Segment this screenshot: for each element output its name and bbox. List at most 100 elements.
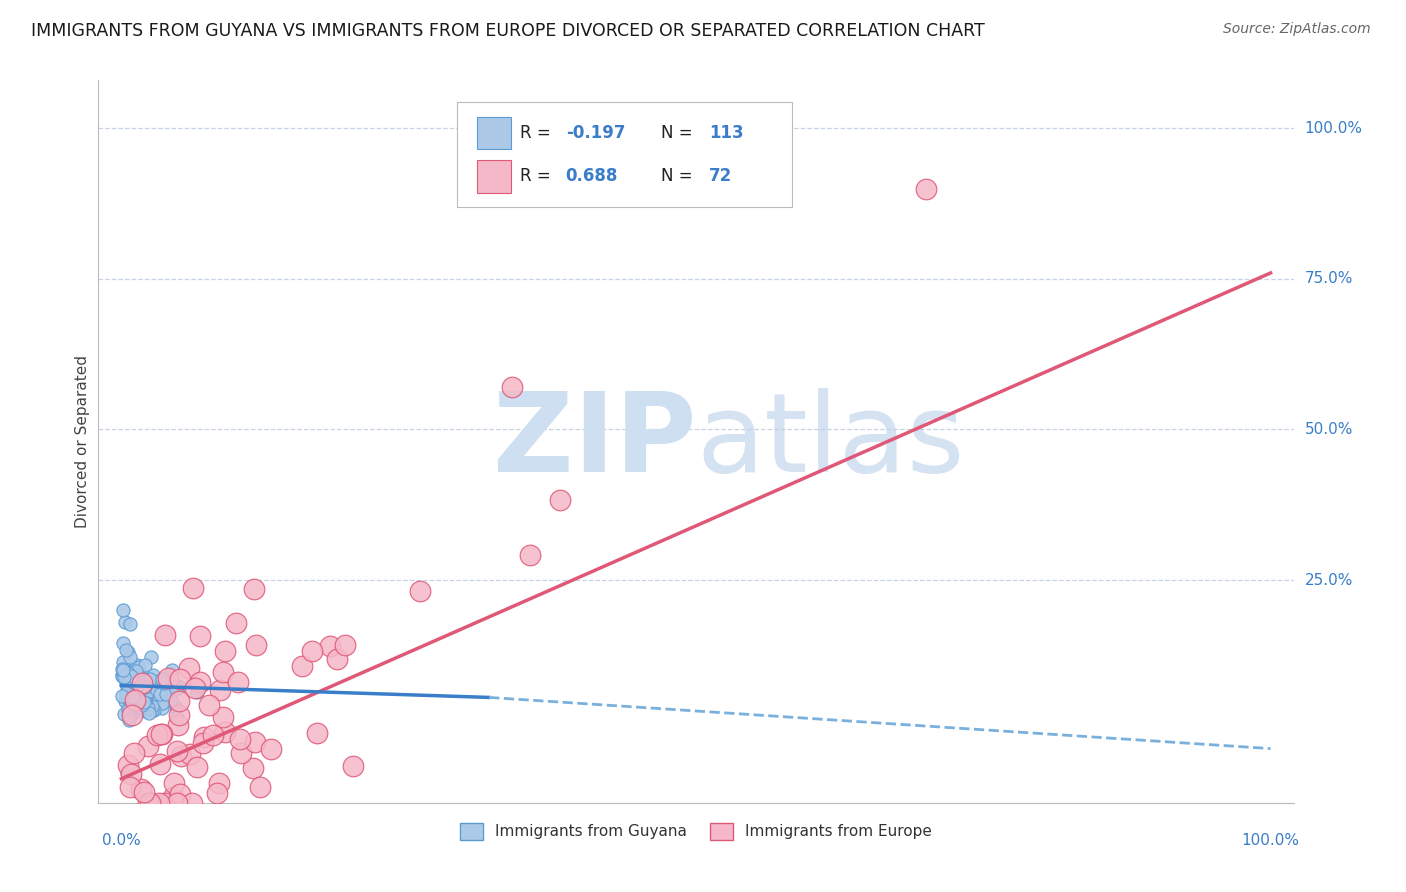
Point bbox=[125, 681, 148, 695]
Point bbox=[150, 700, 173, 714]
Text: 0.688: 0.688 bbox=[565, 168, 619, 186]
Point bbox=[149, 757, 172, 772]
Point bbox=[201, 728, 224, 742]
FancyBboxPatch shape bbox=[477, 161, 510, 193]
Point bbox=[120, 780, 142, 795]
Text: 50.0%: 50.0% bbox=[1305, 422, 1353, 437]
Text: -0.197: -0.197 bbox=[565, 124, 626, 142]
Point bbox=[131, 676, 153, 690]
Point bbox=[117, 645, 139, 659]
Point bbox=[114, 693, 136, 707]
Point bbox=[149, 687, 172, 701]
Point bbox=[120, 767, 142, 781]
Point bbox=[118, 616, 141, 631]
Point bbox=[914, 182, 936, 196]
Point bbox=[112, 635, 135, 649]
Point bbox=[141, 698, 163, 713]
Point bbox=[134, 680, 156, 694]
Point bbox=[118, 672, 141, 686]
Point bbox=[120, 697, 142, 711]
Point bbox=[139, 672, 162, 686]
Point bbox=[301, 644, 323, 658]
Point bbox=[180, 796, 202, 810]
Point bbox=[131, 678, 153, 692]
Text: IMMIGRANTS FROM GUYANA VS IMMIGRANTS FROM EUROPE DIVORCED OR SEPARATED CORRELATI: IMMIGRANTS FROM GUYANA VS IMMIGRANTS FRO… bbox=[31, 22, 984, 40]
Point bbox=[132, 669, 155, 683]
Point bbox=[152, 674, 174, 689]
Point bbox=[124, 672, 146, 686]
Point bbox=[117, 703, 139, 717]
Point bbox=[136, 701, 159, 715]
Point bbox=[134, 695, 156, 709]
Text: 100.0%: 100.0% bbox=[1241, 833, 1299, 848]
Point bbox=[148, 677, 170, 691]
Point bbox=[112, 706, 135, 721]
Point bbox=[115, 693, 138, 707]
Point bbox=[139, 796, 162, 810]
Point bbox=[112, 664, 135, 678]
Point bbox=[165, 699, 187, 714]
Point bbox=[134, 695, 156, 709]
Point bbox=[208, 776, 231, 790]
Point bbox=[117, 662, 139, 676]
Point bbox=[183, 581, 205, 595]
Point bbox=[169, 787, 191, 801]
Point bbox=[114, 667, 136, 681]
Point bbox=[229, 746, 252, 760]
Point bbox=[166, 744, 188, 758]
Point bbox=[259, 742, 281, 756]
Point bbox=[139, 690, 162, 705]
Point bbox=[131, 782, 153, 797]
Point bbox=[121, 673, 143, 687]
Point bbox=[120, 668, 142, 682]
Point bbox=[150, 727, 173, 741]
Point bbox=[225, 616, 247, 631]
Text: ZIP: ZIP bbox=[492, 388, 696, 495]
Point bbox=[122, 746, 145, 760]
Point bbox=[139, 650, 162, 665]
Point bbox=[125, 658, 148, 673]
Point bbox=[146, 728, 169, 742]
Point bbox=[156, 671, 179, 685]
Point bbox=[110, 662, 132, 676]
Point bbox=[121, 679, 143, 693]
Point bbox=[124, 693, 146, 707]
Point bbox=[115, 676, 138, 690]
Point bbox=[156, 670, 179, 684]
Point bbox=[162, 790, 184, 805]
Text: 100.0%: 100.0% bbox=[1305, 121, 1362, 136]
FancyBboxPatch shape bbox=[457, 102, 792, 207]
Point bbox=[125, 697, 148, 711]
Point bbox=[128, 660, 150, 674]
Point bbox=[127, 680, 149, 694]
Point bbox=[188, 629, 211, 643]
Point bbox=[134, 705, 156, 719]
Point bbox=[112, 663, 135, 677]
Point bbox=[115, 685, 138, 699]
Point bbox=[117, 676, 139, 690]
Point bbox=[120, 675, 142, 690]
Point bbox=[125, 673, 148, 687]
Point bbox=[115, 765, 138, 780]
Point bbox=[155, 687, 177, 701]
Point bbox=[111, 669, 134, 683]
Point bbox=[118, 650, 141, 665]
Point bbox=[169, 672, 191, 686]
Point bbox=[131, 698, 153, 712]
Point bbox=[335, 638, 357, 652]
Point bbox=[307, 726, 329, 740]
Legend: Immigrants from Guyana, Immigrants from Europe: Immigrants from Guyana, Immigrants from … bbox=[454, 817, 938, 846]
Point bbox=[150, 696, 173, 710]
Point bbox=[205, 786, 228, 800]
Point bbox=[138, 706, 160, 720]
Point bbox=[153, 796, 176, 810]
Point bbox=[214, 725, 236, 739]
Point bbox=[120, 707, 142, 722]
Point bbox=[125, 687, 148, 701]
Point bbox=[124, 676, 146, 690]
Point bbox=[118, 689, 141, 703]
Point bbox=[153, 628, 176, 642]
Point bbox=[153, 674, 176, 689]
Point bbox=[179, 747, 201, 761]
Point bbox=[131, 702, 153, 716]
